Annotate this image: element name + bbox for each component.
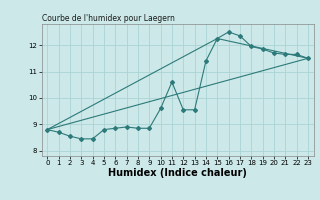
X-axis label: Humidex (Indice chaleur): Humidex (Indice chaleur) — [108, 168, 247, 178]
Text: Courbe de l'humidex pour Laegern: Courbe de l'humidex pour Laegern — [42, 14, 174, 23]
